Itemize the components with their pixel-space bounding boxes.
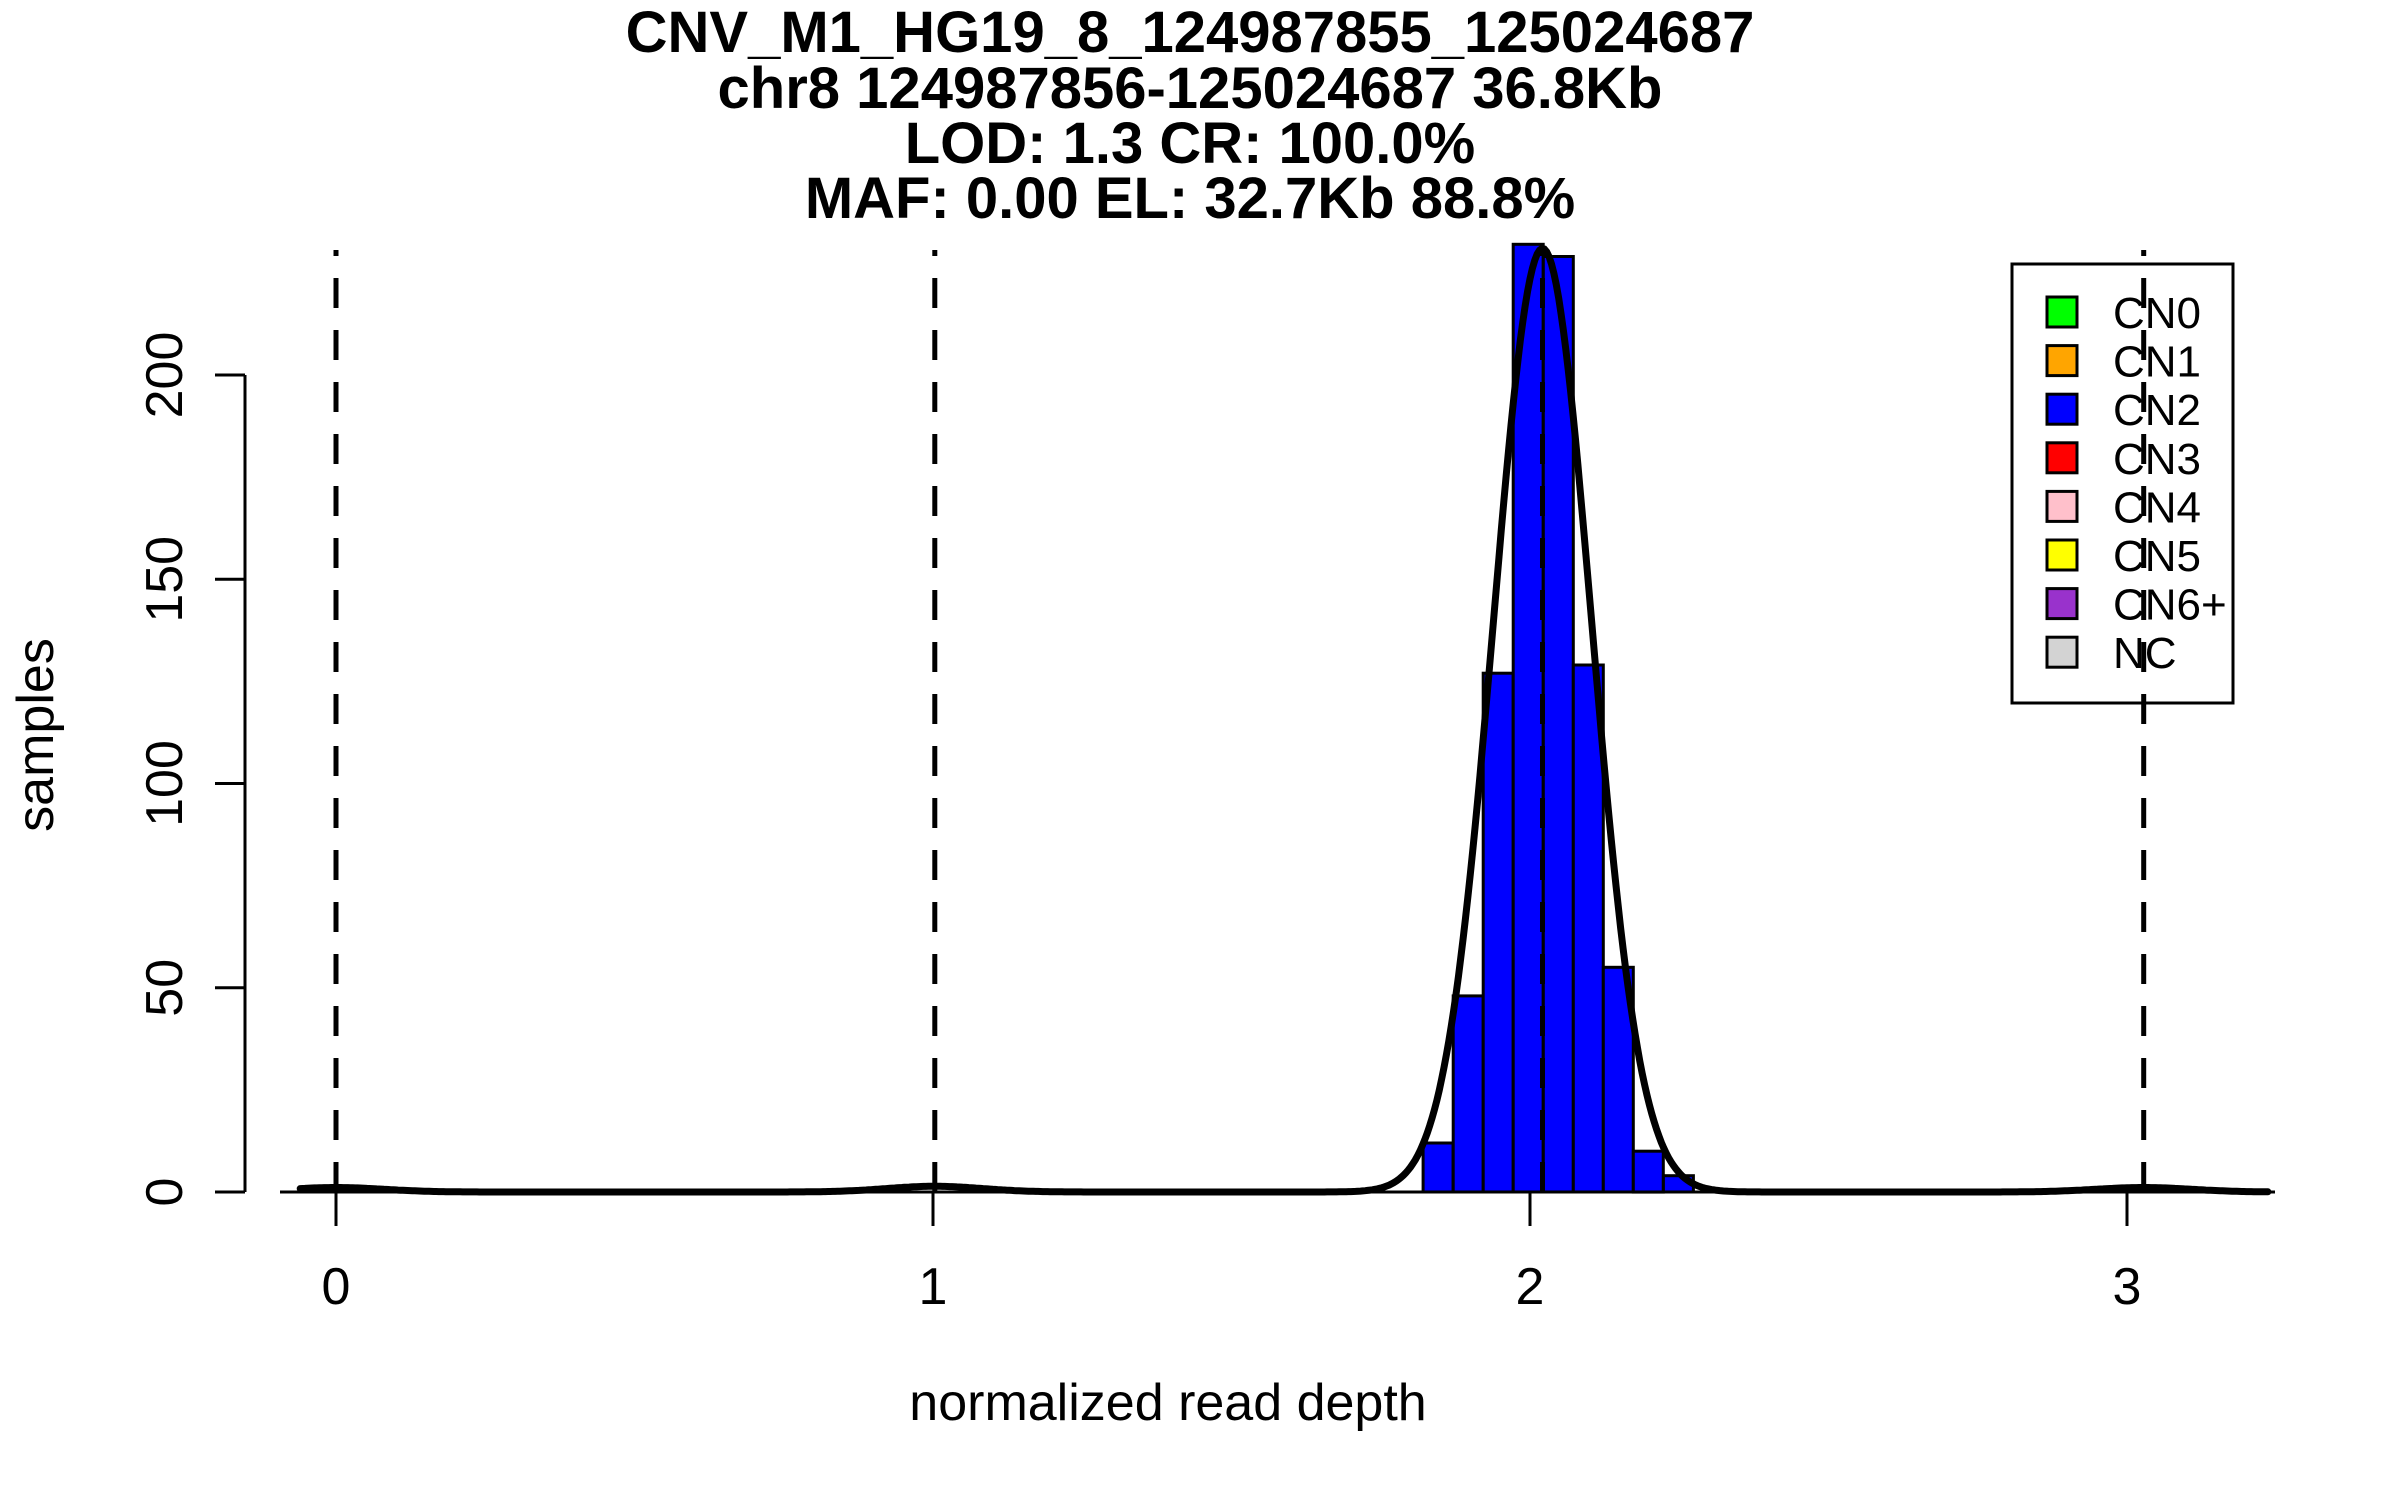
histogram-bar: [1421, 1141, 1455, 1194]
y-tick-label: 0: [136, 1178, 194, 1207]
x-tick-label: 1: [919, 1258, 948, 1316]
legend-swatch-cn2: [2045, 392, 2079, 426]
y-tick-label: 50: [136, 959, 194, 1017]
y-tick-label: 100: [136, 740, 194, 827]
y-axis-label: samples: [7, 638, 65, 832]
x-tick-label: 3: [2113, 1258, 2142, 1316]
copy-number-guide-lines: [333, 250, 2147, 1192]
legend-label-cn6plus: CN6+: [2113, 581, 2227, 630]
legend-swatch-cn0: [2045, 295, 2079, 329]
x-tick-label: 2: [1516, 1258, 1545, 1316]
legend-label-cn1: CN1: [2113, 338, 2201, 387]
legend-label-cn3: CN3: [2113, 435, 2201, 484]
title-line-3: LOD: 1.3 CR: 100.0%: [905, 111, 1476, 176]
legend-swatch-cn6plus: [2045, 587, 2079, 621]
legend-swatch-cn4: [2045, 489, 2079, 523]
legend-swatch-cn1: [2045, 344, 2079, 378]
histogram-bar: [1631, 1149, 1665, 1194]
legend-label-cn2: CN2: [2113, 386, 2201, 435]
title-line-4: MAF: 0.00 EL: 32.7Kb 88.8%: [805, 166, 1575, 231]
x-tick-label: 0: [322, 1258, 351, 1316]
title-line-2: chr8 124987856-125024687 36.8Kb: [718, 56, 1663, 121]
y-tick-label: 150: [136, 536, 194, 623]
histogram-bar: [1451, 994, 1485, 1194]
legend-box: [2010, 262, 2235, 705]
legend-label-cn0: CN0: [2113, 289, 2201, 338]
plot-title-block: CNV_M1_HG19_8_124987855_125024687 chr8 1…: [626, 0, 1755, 231]
title-line-1: CNV_M1_HG19_8_124987855_125024687: [626, 0, 1755, 65]
legend-swatch-cn3: [2045, 441, 2079, 475]
y-tick-label: 200: [136, 332, 194, 419]
density-curve-line: [296, 244, 2272, 1196]
legend-swatch-nc: [2045, 635, 2079, 669]
y-axis: 0 50 100 150 200: [136, 332, 247, 1207]
histogram-bar: [1481, 671, 1515, 1194]
legend-swatch-cn5: [2045, 538, 2079, 572]
legend-label-cn4: CN4: [2113, 483, 2201, 532]
density-curve: [296, 244, 2272, 1196]
x-axis-label: normalized read depth: [909, 1374, 1426, 1432]
x-axis: 0 1 2 3: [280, 1190, 2275, 1316]
histogram-bars: [1421, 242, 1695, 1194]
legend-label-cn5: CN5: [2113, 532, 2201, 581]
